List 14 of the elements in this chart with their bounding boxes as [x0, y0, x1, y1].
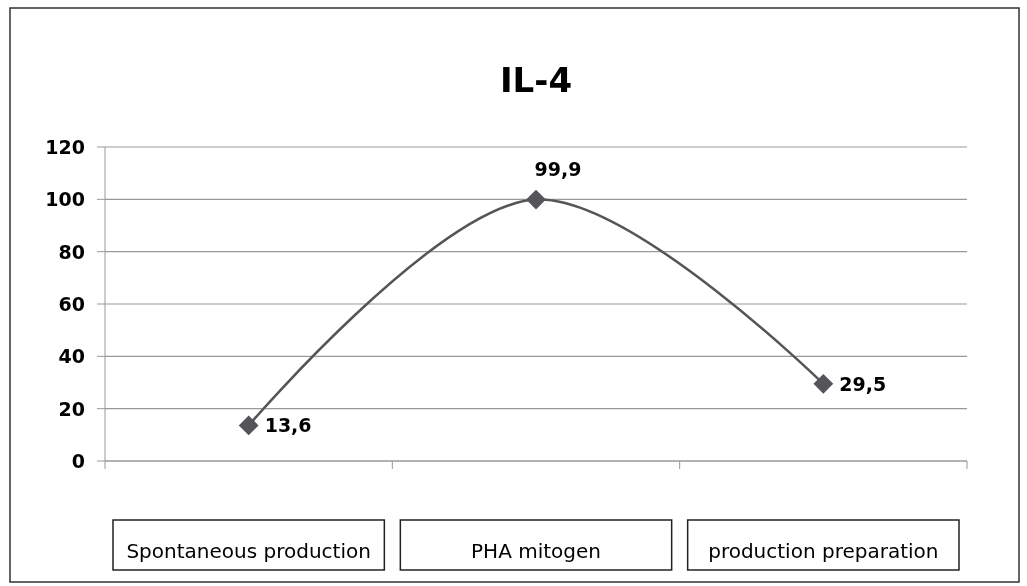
text: 13,6 — [264, 414, 312, 437]
y-tick-label: 0 — [71, 450, 85, 472]
y-tick-label: 100 — [45, 188, 85, 211]
text: 99,9 — [534, 157, 582, 180]
y-tick-label: 80 — [58, 240, 85, 263]
y-tick-label: 40 — [58, 345, 85, 368]
chart-title: IL-4 — [499, 60, 573, 100]
y-tick-label: 60 — [58, 293, 85, 315]
y-tick-label: 120 — [45, 136, 85, 158]
x-tick-label: Spontaneous production — [126, 539, 371, 563]
text: 29,5 — [839, 372, 887, 395]
x-tick-label: PHA mitogen — [471, 539, 601, 563]
y-tick-label: 20 — [58, 397, 85, 420]
x-tick-label: production preparation — [708, 539, 939, 563]
